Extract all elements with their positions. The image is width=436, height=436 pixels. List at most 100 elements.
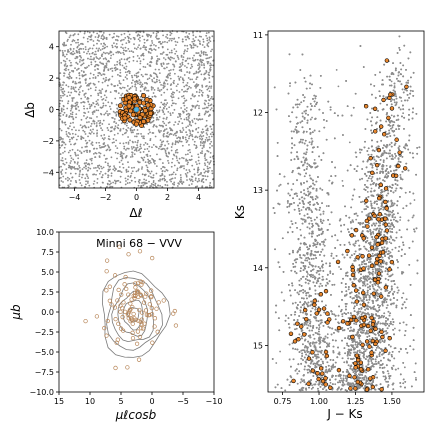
sky-field-star [160, 148, 163, 151]
sky-field-star [108, 146, 111, 149]
pm-y-tick-label: −7.5 [35, 368, 54, 377]
sky-field-star [131, 151, 133, 154]
sky-field-star [64, 177, 67, 180]
sky-field-star [92, 120, 95, 123]
sky-field-star [206, 43, 209, 45]
sky-field-star [157, 147, 160, 150]
sky-field-star [136, 129, 139, 131]
sky-field-star [126, 178, 129, 181]
sky-field-star [113, 133, 116, 136]
cmd-field-star [286, 202, 289, 204]
sky-field-star [134, 83, 137, 86]
sky-field-star [167, 142, 170, 145]
sky-field-star [68, 178, 71, 180]
sky-field-star [133, 43, 135, 46]
sky-field-star [155, 125, 158, 128]
sky-field-star [75, 181, 78, 184]
sky-field-star [158, 109, 161, 112]
sky-field-star [71, 98, 74, 100]
sky-field-star [186, 163, 189, 166]
sky-field-star [150, 49, 153, 51]
sky-field-star [86, 37, 89, 40]
sky-field-star [189, 78, 192, 81]
sky-member-stars [117, 92, 156, 128]
pm-y-tick-label: −10.0 [29, 388, 54, 397]
sky-field-star [201, 84, 204, 87]
sky-field-star [185, 174, 188, 177]
sky-field-star [105, 96, 108, 99]
sky-field-star [113, 179, 116, 182]
sky-field-star [173, 72, 176, 75]
sky-field-star [196, 76, 198, 79]
sky-field-star [150, 87, 153, 89]
sky-field-star [95, 147, 98, 150]
sky-field-star [88, 121, 90, 123]
sky-field-star [94, 69, 96, 71]
sky-field-star [160, 94, 163, 96]
sky-field-star [74, 57, 77, 60]
sky-field-star [154, 135, 157, 138]
sky-field-star [142, 54, 145, 57]
sky-field-star [68, 164, 70, 167]
sky-field-star [184, 49, 186, 52]
sky-field-star [85, 145, 88, 148]
cmd-field-star [400, 100, 403, 102]
sky-field-star [206, 57, 209, 60]
sky-field-star [130, 172, 133, 175]
sky-field-star [87, 64, 90, 67]
sky-field-star [204, 164, 207, 166]
sky-field-star [69, 122, 72, 125]
sky-field-star [95, 125, 98, 128]
sky-field-star [206, 133, 209, 136]
sky-field-star [133, 153, 136, 155]
sky-field-star [147, 95, 150, 98]
sky-field-star [122, 47, 124, 50]
sky-field-star [121, 43, 124, 46]
sky-field-star [64, 63, 67, 65]
sky-field-star [164, 82, 166, 85]
sky-field-star [199, 137, 201, 140]
sky-field-star [115, 68, 118, 71]
sky-field-star [174, 173, 177, 176]
sky-field-star [151, 95, 154, 98]
sky-field-star [126, 58, 128, 60]
sky-field-star [137, 139, 139, 142]
sky-field-star [131, 148, 134, 150]
sky-field-star [159, 184, 162, 187]
sky-field-star [70, 85, 73, 88]
cmd-field-star [309, 87, 311, 90]
sky-field-star [79, 81, 82, 84]
sky-field-star [114, 145, 117, 147]
sky-field-star [193, 140, 196, 143]
sky-field-star [127, 166, 130, 169]
sky-field-star [118, 161, 121, 164]
sky-field-star [113, 64, 116, 66]
sky-field-star [198, 70, 201, 73]
sky-field-star [87, 88, 90, 91]
sky-field-star [125, 89, 128, 92]
sky-field-star [161, 109, 164, 112]
sky-field-star [62, 105, 65, 108]
sky-field-star [165, 103, 168, 106]
sky-field-star [163, 99, 166, 102]
sky-field-star [169, 69, 172, 71]
sky-field-star [131, 85, 134, 88]
proper-motion-panel: Minni 68 − VVV 15 10 5 0 −5 −1010.07.55.02.50… [9, 228, 222, 422]
pm-point [152, 316, 158, 321]
sky-field-star [197, 68, 200, 70]
sky-field-star [116, 179, 119, 182]
sky-field-star [110, 54, 113, 57]
sky-field-star [208, 138, 211, 141]
sky-field-star [156, 37, 158, 40]
sky-field-star [129, 139, 131, 142]
sky-field-star [87, 84, 90, 87]
sky-field-star [97, 80, 100, 83]
sky-x-tick-label: 4 [196, 193, 201, 202]
sky-field-star [188, 170, 191, 173]
sky-field-star [135, 147, 137, 149]
sky-field-star [105, 38, 108, 41]
sky-field-star [144, 174, 146, 177]
sky-member-star [133, 121, 139, 127]
sky-field-star [120, 94, 123, 97]
